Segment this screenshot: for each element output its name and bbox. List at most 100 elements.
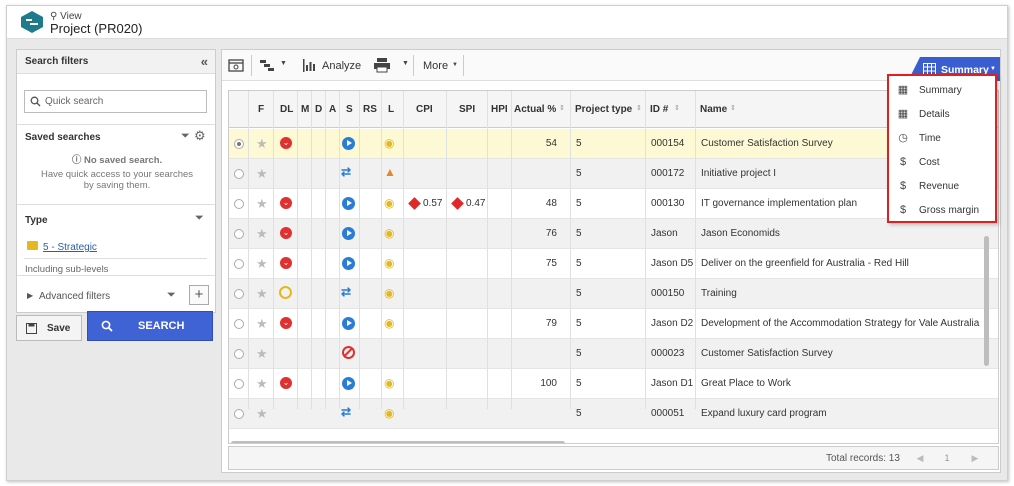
table-row[interactable]: ★ ⌄ ◉ 54 5 000154 Customer Satisfaction Survey — [229, 129, 998, 159]
sort-icon[interactable]: ⇕ — [730, 105, 736, 112]
menu-item-time[interactable]: ◷ Time — [898, 132, 941, 144]
menu-item-summary[interactable]: ▦ Summary — [897, 84, 962, 96]
add-filter-button[interactable]: + — [189, 285, 209, 305]
sort-icon[interactable]: ⇕ — [559, 105, 565, 112]
project-name: Great Place to Work — [701, 378, 791, 389]
project-id: Jason D1 — [651, 378, 694, 389]
chevron-down-icon[interactable]: ▼ — [452, 62, 458, 68]
star-icon[interactable]: ★ — [256, 346, 268, 361]
chevron-down-icon[interactable]: ▼ — [280, 60, 287, 67]
table-row[interactable]: ★ ⇄ ◉ 5 000150 Training — [229, 279, 998, 309]
menu-item-revenue[interactable]: $ Revenue — [897, 177, 993, 197]
row-select-radio[interactable] — [234, 229, 244, 239]
divider — [24, 258, 207, 259]
table-row[interactable]: ★ ⌄ ◉ 76 5 Jason Jason Economids — [229, 219, 998, 249]
row-select-radio[interactable] — [234, 319, 244, 329]
col-header[interactable]: M — [301, 104, 310, 115]
cpi-value: 0.57 — [423, 198, 443, 209]
star-icon[interactable]: ★ — [256, 406, 268, 421]
star-icon[interactable]: ★ — [256, 166, 268, 181]
row-select-radio[interactable] — [234, 289, 244, 299]
col-header[interactable]: RS — [363, 104, 377, 115]
star-icon[interactable]: ★ — [256, 136, 268, 151]
col-header[interactable]: SPI — [459, 104, 476, 115]
table-row[interactable]: ★ ⌄ ◉ 0.57 0.47 48 5 000130 IT governance implem… — [229, 189, 998, 219]
project-name: Jason Economids — [701, 228, 780, 239]
project-name: Deliver on the greenfield for Australia … — [701, 258, 909, 269]
col-header[interactable]: D — [315, 104, 323, 115]
project-name: Development of the Accommodation Strateg… — [701, 318, 980, 329]
menu-item-cost[interactable]: $ Cost — [897, 153, 993, 173]
dollar-icon: $ — [899, 204, 907, 216]
col-header[interactable]: S — [346, 104, 353, 115]
hierarchy-icon[interactable] — [260, 59, 274, 72]
col-header[interactable]: Name — [700, 104, 728, 115]
project-type: 5 — [576, 318, 582, 329]
row-select-radio[interactable] — [234, 139, 244, 149]
table-row[interactable]: ★ ⌄ ◉ 75 5 Jason D5 Deliver on the greenfield … — [229, 249, 998, 279]
row-select-radio[interactable] — [234, 379, 244, 389]
row-select-radio[interactable] — [234, 169, 244, 179]
deadline-late-icon: ⌄ — [280, 137, 292, 149]
quick-search-input[interactable]: Quick search — [24, 90, 207, 113]
advanced-filters-toggle[interactable]: Advanced filters — [39, 291, 111, 302]
grid-icon: ▦ — [897, 84, 909, 96]
clear-type-icon[interactable]: ⏷ — [195, 212, 204, 224]
project-type: 5 — [576, 258, 582, 269]
table-row[interactable]: ★ ⌄ ◉ 79 5 Jason D2 Development of the Accommo… — [229, 309, 998, 339]
grid-header: F DL M D A S RS L CPI SPI HPI Actual % ⇕… — [229, 91, 998, 128]
star-icon[interactable]: ★ — [256, 196, 268, 211]
deadline-late-icon: ⌄ — [280, 317, 292, 329]
type-value-link[interactable]: 5 - Strategic — [43, 242, 97, 253]
col-header[interactable]: DL — [280, 104, 294, 115]
col-header[interactable]: CPI — [416, 104, 433, 115]
chevron-down-icon[interactable]: ▼ — [402, 60, 409, 67]
menu-item-details[interactable]: ▦ Details — [897, 108, 950, 120]
analyze-button[interactable]: Analyze — [322, 60, 362, 72]
col-header[interactable]: ID # — [650, 104, 669, 115]
sort-icon[interactable]: ⇕ — [636, 105, 642, 112]
view-panel-icon[interactable] — [228, 59, 244, 73]
col-header[interactable]: HPI — [491, 104, 508, 115]
col-header[interactable]: Project type — [575, 104, 633, 115]
row-select-radio[interactable] — [234, 199, 244, 209]
project-name: IT governance implementation plan — [701, 198, 858, 209]
table-row[interactable]: ★ ⇄ ◉ 5 000051 Expand luxury card program — [229, 399, 998, 429]
print-icon[interactable] — [374, 58, 390, 73]
page-number[interactable]: 1 — [944, 453, 950, 463]
divider — [17, 275, 215, 276]
col-header[interactable]: A — [329, 104, 337, 115]
vertical-scrollbar[interactable] — [984, 236, 989, 366]
col-header[interactable]: L — [388, 104, 395, 115]
search-filters-panel: Search filters « Quick search Saved sear… — [16, 49, 216, 313]
project-type: 5 — [576, 348, 582, 359]
next-page-icon[interactable]: ▶ — [971, 453, 979, 463]
org-chart-icon: ▲ — [384, 165, 396, 179]
collapse-icon[interactable]: « — [200, 54, 208, 69]
row-select-radio[interactable] — [234, 349, 244, 359]
prev-page-icon[interactable]: ◀ — [916, 453, 924, 463]
gear-icon[interactable]: ⚙ — [194, 128, 206, 143]
no-saved-title: No saved search. — [84, 155, 163, 166]
star-icon[interactable]: ★ — [256, 286, 268, 301]
table-row[interactable]: ★ ⇄ ▲ 5 000172 Initiative project I — [229, 159, 998, 189]
col-header[interactable]: Actual % — [514, 104, 557, 115]
clear-icon[interactable]: ⏷ — [181, 130, 190, 142]
save-button[interactable]: Save — [16, 315, 82, 341]
row-select-radio[interactable] — [234, 409, 244, 419]
star-icon[interactable]: ★ — [256, 256, 268, 271]
star-icon[interactable]: ★ — [256, 316, 268, 331]
col-header[interactable]: F — [258, 104, 265, 115]
row-select-radio[interactable] — [234, 259, 244, 269]
search-button[interactable]: SEARCH — [87, 311, 213, 341]
star-icon[interactable]: ★ — [256, 376, 268, 391]
horizontal-scrollbar[interactable] — [231, 441, 565, 443]
chevron-right-icon[interactable]: ▶ — [27, 291, 34, 300]
table-row[interactable]: ★ ⌄ ◉ 100 5 Jason D1 Great Place to Work — [229, 369, 998, 399]
clear-advanced-icon[interactable]: ⏷ — [167, 289, 176, 301]
table-row[interactable]: ★ 5 000023 Customer Satisfaction Survey — [229, 339, 998, 369]
star-icon[interactable]: ★ — [256, 226, 268, 241]
more-button[interactable]: More — [423, 60, 449, 72]
menu-item-gross-margin[interactable]: $ Gross margin — [897, 201, 993, 221]
sort-icon[interactable]: ⇕ — [674, 105, 680, 112]
